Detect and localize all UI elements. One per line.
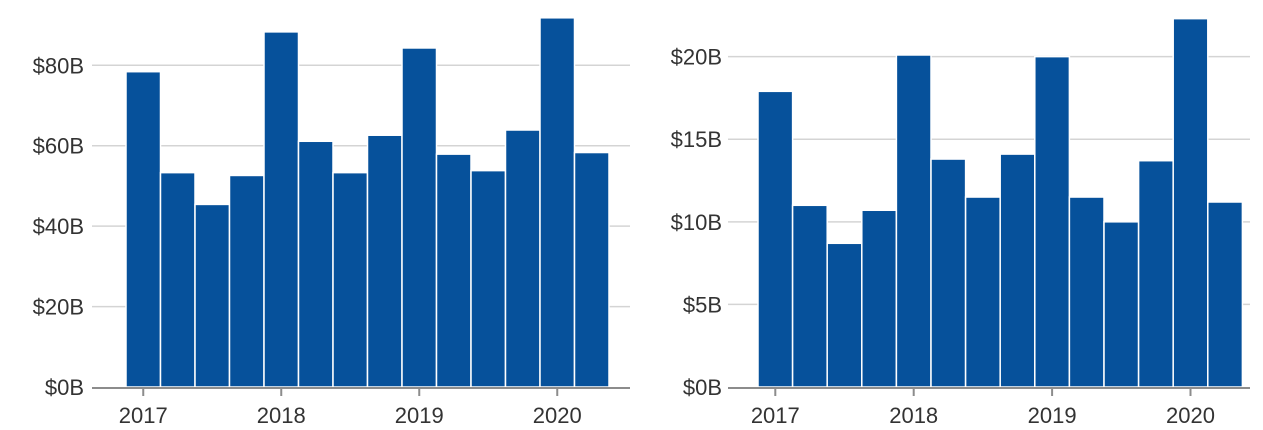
y-tick-label: $5B (683, 292, 722, 317)
x-tick-label: 2018 (889, 403, 938, 428)
chart-panel-1: $0B $20B $40B $60B $80B Q1 2017: 78.4Q2 2017:… (33, 17, 630, 428)
bar: Q1 2019: 84.3 (401, 47, 438, 388)
x-axis-ticks: 2017 2018 2019 2020 (751, 388, 1215, 428)
x-tick-label: 2019 (395, 403, 444, 428)
bar: Q4 2019: 13.7 (1137, 159, 1174, 388)
chart-panel-2: $0B $5B $10B $15B $20B Q1 2017: 17.9Q2 2017: … (671, 17, 1250, 428)
x-tick-label: 2019 (1028, 403, 1077, 428)
bar: Q3 2019: 10 (1103, 221, 1140, 388)
bar: Q3 2018: 53.3 (332, 171, 369, 388)
bar: Q1 2017: 78.4 (125, 70, 162, 388)
y-tick-label: $40B (33, 214, 84, 239)
bar: Q4 2019: 63.9 (504, 129, 541, 388)
x-tick-label: 2020 (1166, 403, 1215, 428)
y-axis-tick-labels: $0B $20B $40B $60B $80B (33, 53, 84, 400)
bar: Q3 2018: 11.5 (964, 196, 1001, 388)
y-tick-label: $0B (45, 375, 84, 400)
x-axis-ticks: 2017 2018 2019 2020 (119, 388, 582, 428)
bar: Q1 2020: 91.8 (539, 17, 576, 388)
bar: Q3 2019: 53.8 (470, 169, 507, 388)
bar: Q1 2019: 20 (1034, 55, 1071, 388)
y-tick-label: $0B (683, 375, 722, 400)
bar: Q4 2018: 14.1 (999, 153, 1036, 388)
x-tick-label: 2018 (257, 403, 306, 428)
x-tick-label: 2020 (533, 403, 582, 428)
y-tick-label: $20B (33, 295, 84, 320)
bars: Q1 2017: 17.9Q2 2017: 11Q3 2017: 8.7Q4 2… (757, 17, 1244, 388)
y-axis-tick-labels: $0B $5B $10B $15B $20B (671, 45, 722, 400)
bar: Q2 2020: 58.3 (573, 151, 610, 388)
y-tick-label: $20B (671, 45, 722, 70)
bar: Q2 2018: 61.1 (297, 140, 334, 388)
bar: Q1 2018: 88.3 (263, 31, 300, 388)
bars: Q1 2017: 78.4Q2 2017: 53.3Q3 2017: 45.4Q… (125, 17, 610, 388)
bar: Q2 2019: 11.5 (1068, 196, 1105, 388)
bar: Q4 2018: 62.6 (366, 134, 403, 388)
x-tick-label: 2017 (751, 403, 800, 428)
bar: Q4 2017: 10.7 (861, 209, 898, 388)
y-tick-label: $60B (33, 134, 84, 159)
bar: Q2 2017: 11 (791, 204, 828, 388)
bar: Q2 2018: 13.8 (930, 158, 967, 388)
bar: Q1 2020: 22.3 (1172, 17, 1209, 388)
bar: Q2 2017: 53.3 (159, 171, 196, 388)
bar: Q1 2017: 17.9 (757, 90, 794, 388)
bar: Q2 2019: 57.9 (435, 153, 472, 388)
y-tick-label: $15B (671, 127, 722, 152)
bar: Q3 2017: 45.4 (194, 203, 231, 388)
bar: Q3 2017: 8.7 (826, 242, 863, 388)
y-tick-label: $10B (671, 210, 722, 235)
bar: Q2 2020: 11.2 (1207, 201, 1244, 388)
bar: Q4 2017: 52.6 (228, 174, 265, 388)
x-tick-label: 2017 (119, 403, 168, 428)
y-tick-label: $80B (33, 53, 84, 78)
bar: Q1 2018: 20.1 (895, 54, 932, 388)
